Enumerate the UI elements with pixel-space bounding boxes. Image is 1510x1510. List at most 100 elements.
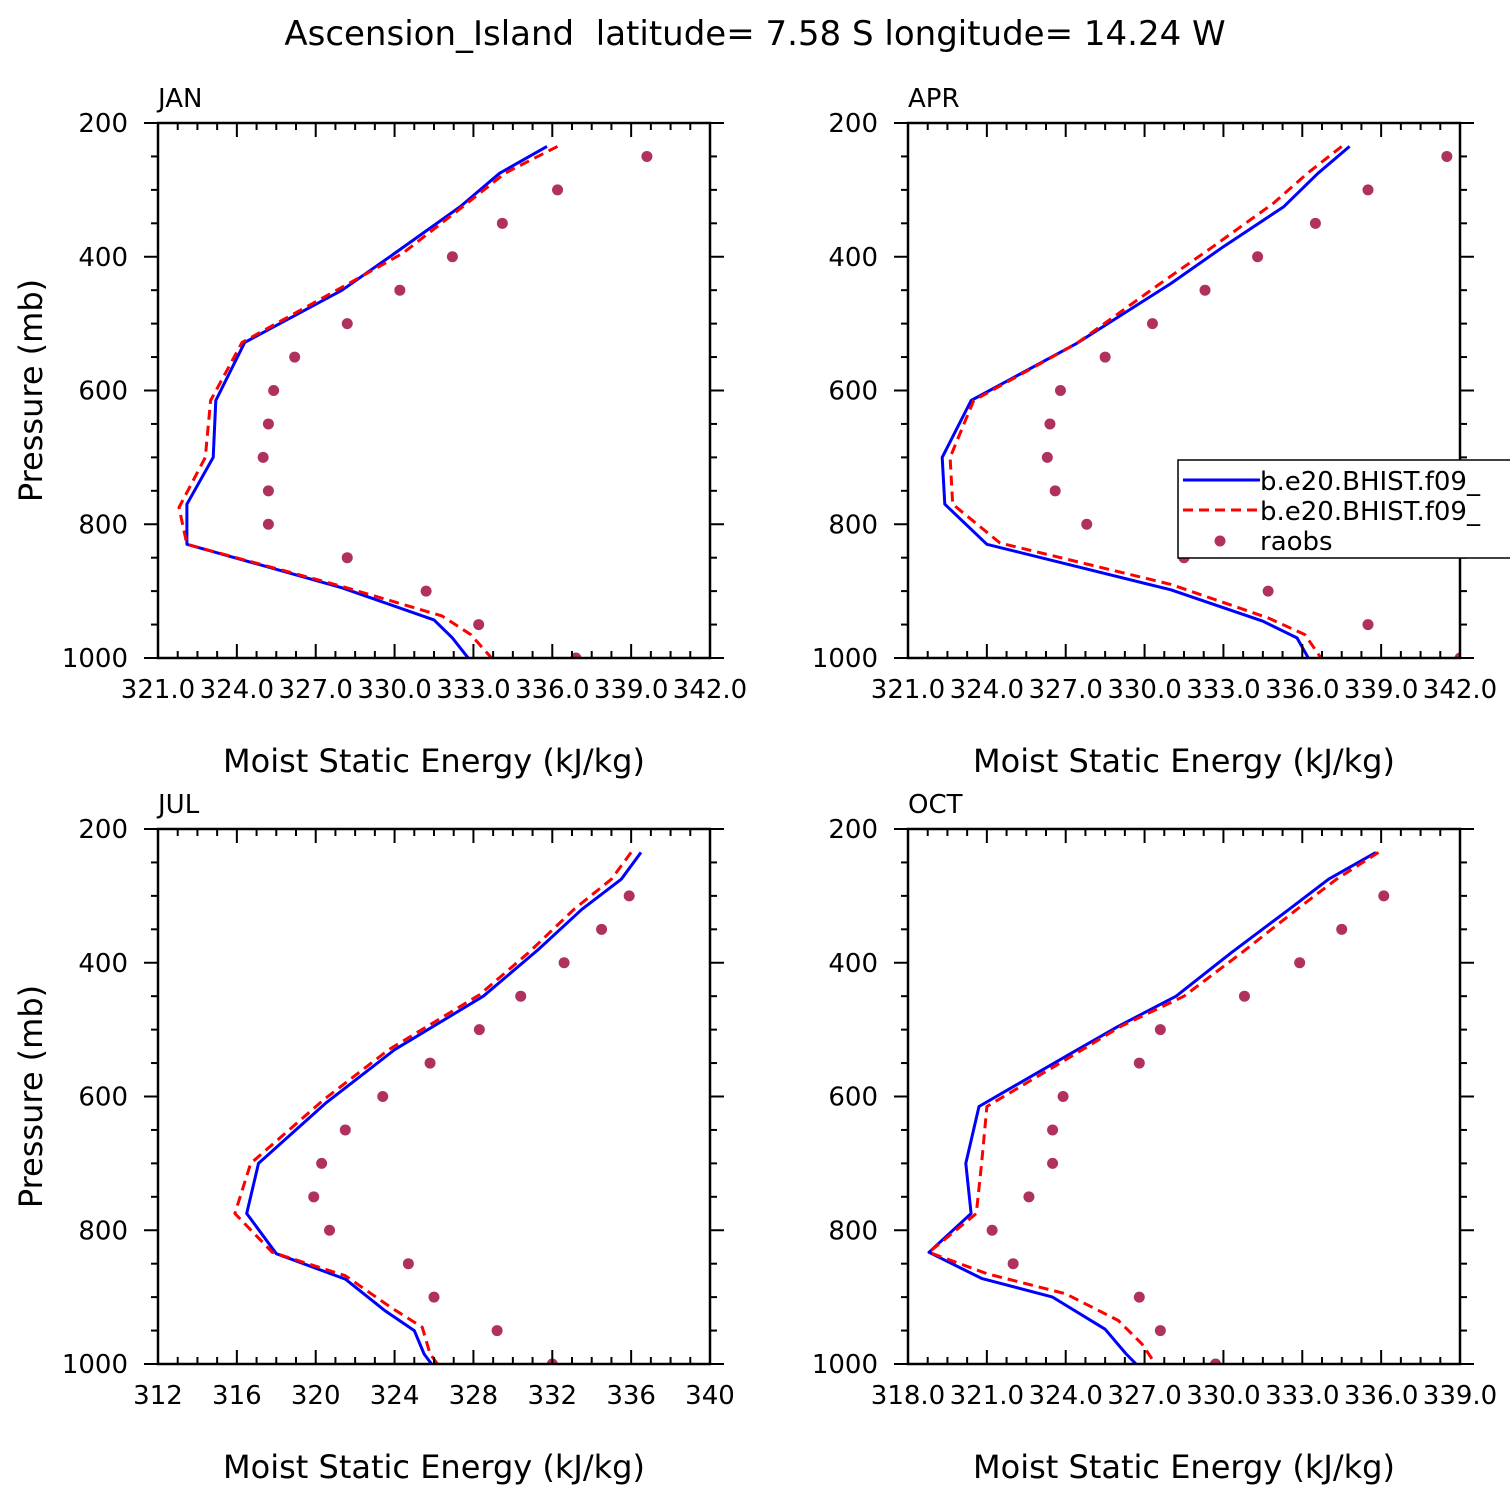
x-tick-label-apr-1: 324.0 bbox=[950, 675, 1024, 705]
raobs-point-apr-9 bbox=[1041, 451, 1053, 463]
y-tick-label-jul-4: 1000 bbox=[62, 1350, 128, 1380]
raobs-point-apr-11 bbox=[1081, 518, 1093, 530]
raobs-point-oct-5 bbox=[1133, 1057, 1145, 1069]
raobs-point-jan-4 bbox=[394, 284, 406, 296]
raobs-point-jan-11 bbox=[262, 518, 274, 530]
raobs-point-jan-8 bbox=[262, 418, 274, 430]
raobs-point-jan-14 bbox=[473, 619, 485, 631]
x-tick-label-jul-4: 328 bbox=[449, 1381, 499, 1411]
panel-apr: 321.0 324.0 327.0 330.0 333.0 336.0 339.0 342.0… bbox=[812, 84, 1497, 780]
plot-frame-jan bbox=[156, 121, 712, 660]
x-tick-label-jan-1: 324.0 bbox=[200, 675, 274, 705]
raobs-point-jan-10 bbox=[262, 485, 274, 497]
x-tick-label-oct-3: 327.0 bbox=[1107, 1381, 1181, 1411]
raobs-point-jan-13 bbox=[420, 585, 432, 597]
raobs-point-jul-6 bbox=[377, 1091, 389, 1102]
raobs-point-oct-0 bbox=[1378, 890, 1390, 902]
panel-label-jan: JAN bbox=[156, 84, 202, 114]
x-axis-label-jul: Moist Static Energy (kJ/kg) bbox=[223, 1448, 645, 1486]
plot-frame-jul bbox=[156, 827, 712, 1366]
x-tick-label-jul-5: 332 bbox=[527, 1381, 577, 1411]
raobs-point-jul-5 bbox=[424, 1057, 436, 1069]
plot-frame-oct bbox=[906, 827, 1462, 1366]
plot-area-apr bbox=[940, 145, 1460, 658]
raobs-point-apr-8 bbox=[1044, 418, 1056, 430]
x-tick-label-jan-7: 342.0 bbox=[673, 675, 747, 705]
panel-label-apr: APR bbox=[908, 84, 960, 114]
raobs-point-jan-0 bbox=[641, 150, 653, 162]
raobs-point-oct-2 bbox=[1294, 957, 1306, 969]
legend-label-0: b.e20.BHIST.f09_ bbox=[1260, 467, 1481, 497]
y-tick-label-jan-3: 800 bbox=[78, 510, 128, 540]
x-tick-label-oct-6: 336.0 bbox=[1344, 1381, 1418, 1411]
y-tick-label-oct-2: 600 bbox=[828, 1083, 878, 1113]
figure-title: Ascension_Island latitude= 7.58 S longit… bbox=[284, 14, 1225, 54]
raobs-point-oct-6 bbox=[1057, 1091, 1069, 1102]
series-line-jan-1 bbox=[177, 145, 559, 658]
x-tick-label-jan-3: 330.0 bbox=[357, 675, 431, 705]
x-tick-label-apr-7: 342.0 bbox=[1423, 675, 1497, 705]
raobs-point-jul-0 bbox=[623, 890, 635, 902]
x-axis-label-oct: Moist Static Energy (kJ/kg) bbox=[973, 1448, 1395, 1486]
series-line-jul-0 bbox=[245, 851, 643, 1364]
x-tick-label-apr-0: 321.0 bbox=[871, 675, 945, 705]
raobs-point-apr-15 bbox=[1454, 652, 1460, 658]
legend-label-1: b.e20.BHIST.f09_ bbox=[1260, 497, 1481, 527]
raobs-point-oct-7 bbox=[1047, 1124, 1059, 1136]
panel-label-jul: JUL bbox=[156, 790, 200, 820]
raobs-point-apr-0 bbox=[1441, 150, 1453, 162]
x-tick-label-jul-3: 324 bbox=[370, 1381, 420, 1411]
raobs-point-oct-4 bbox=[1154, 1024, 1166, 1036]
series-line-apr-1 bbox=[948, 145, 1343, 658]
raobs-point-apr-7 bbox=[1054, 385, 1066, 396]
x-tick-label-jan-5: 336.0 bbox=[515, 675, 589, 705]
x-tick-label-jul-1: 316 bbox=[212, 1381, 262, 1411]
raobs-point-jul-11 bbox=[402, 1258, 414, 1270]
raobs-point-jan-6 bbox=[289, 351, 301, 363]
y-tick-label-jan-1: 400 bbox=[78, 243, 128, 273]
y-tick-label-apr-2: 600 bbox=[828, 377, 878, 407]
raobs-point-jul-12 bbox=[428, 1291, 440, 1303]
raobs-point-jan-15 bbox=[570, 652, 582, 658]
raobs-point-apr-13 bbox=[1262, 585, 1274, 597]
raobs-point-apr-4 bbox=[1199, 284, 1211, 296]
raobs-point-apr-10 bbox=[1049, 485, 1061, 497]
plot-area-oct bbox=[927, 851, 1390, 1364]
y-tick-label-apr-1: 400 bbox=[828, 243, 878, 273]
raobs-point-jan-9 bbox=[257, 451, 269, 463]
panel-label-oct: OCT bbox=[908, 790, 963, 820]
x-tick-label-jul-7: 340 bbox=[685, 1381, 735, 1411]
raobs-point-jan-1 bbox=[552, 184, 564, 196]
panel-jul: 312 316 320 324 328 332 336 340 200 400 600 800 1000… bbox=[12, 790, 735, 1486]
y-tick-label-jan-4: 1000 bbox=[62, 644, 128, 674]
raobs-point-oct-11 bbox=[1007, 1258, 1019, 1270]
raobs-point-jan-2 bbox=[496, 217, 508, 229]
series-line-apr-0 bbox=[940, 145, 1351, 658]
y-axis-label-jul: Pressure (mb) bbox=[12, 985, 50, 1208]
x-tick-label-jan-4: 333.0 bbox=[436, 675, 510, 705]
series-line-oct-1 bbox=[927, 851, 1380, 1364]
x-tick-label-apr-2: 327.0 bbox=[1028, 675, 1102, 705]
y-tick-label-apr-4: 1000 bbox=[812, 644, 878, 674]
y-tick-label-jul-1: 400 bbox=[78, 949, 128, 979]
raobs-point-jul-8 bbox=[316, 1157, 328, 1169]
y-tick-label-jan-2: 600 bbox=[78, 377, 128, 407]
series-line-oct-0 bbox=[927, 851, 1377, 1364]
raobs-point-jul-13 bbox=[491, 1325, 503, 1337]
raobs-point-oct-3 bbox=[1238, 990, 1250, 1002]
x-tick-label-apr-4: 333.0 bbox=[1186, 675, 1260, 705]
raobs-point-oct-8 bbox=[1047, 1157, 1059, 1169]
raobs-point-apr-3 bbox=[1252, 251, 1264, 263]
x-tick-label-oct-5: 333.0 bbox=[1265, 1381, 1339, 1411]
y-tick-label-oct-1: 400 bbox=[828, 949, 878, 979]
x-tick-label-oct-1: 321.0 bbox=[950, 1381, 1024, 1411]
x-tick-label-apr-5: 336.0 bbox=[1265, 675, 1339, 705]
legend-swatch-dot bbox=[1214, 535, 1226, 547]
raobs-point-jul-7 bbox=[339, 1124, 351, 1136]
x-tick-label-oct-2: 324.0 bbox=[1028, 1381, 1102, 1411]
raobs-point-apr-14 bbox=[1362, 619, 1374, 631]
raobs-point-apr-6 bbox=[1099, 351, 1111, 363]
y-tick-label-jul-3: 800 bbox=[78, 1216, 128, 1246]
y-tick-label-oct-4: 1000 bbox=[812, 1350, 878, 1380]
raobs-point-apr-5 bbox=[1146, 318, 1158, 330]
